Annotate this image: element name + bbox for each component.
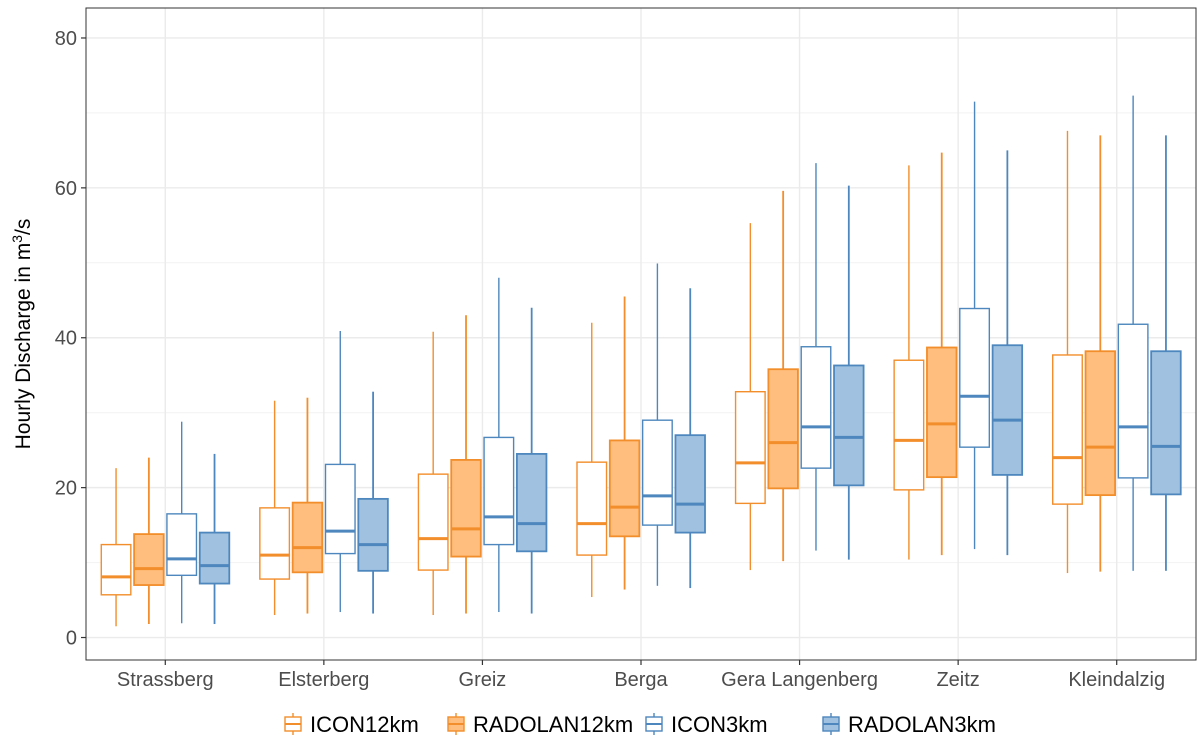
y-tick-label: 60: [55, 178, 77, 200]
icon3km-box: [800, 346, 832, 469]
radolan12km-box: [291, 501, 324, 574]
icon3km-box: [324, 463, 356, 555]
x-tick-label: Gera Langenberg: [721, 669, 878, 691]
legend-label: ICON12km: [310, 712, 419, 737]
x-tick-label: Zeitz: [936, 669, 979, 691]
radolan3km-box: [357, 497, 389, 572]
radolan12km-box: [767, 368, 799, 490]
radolan3km-box: [515, 453, 548, 553]
icon3km-box: [959, 307, 991, 448]
y-axis-label-prefix: Hourly Discharge in: [12, 260, 35, 449]
radolan12km-box: [450, 459, 482, 558]
radolan12km-box: [133, 533, 165, 586]
radolan3km-box: [198, 531, 231, 585]
icon12km-box: [576, 461, 608, 556]
x-tick-label: Greiz: [459, 669, 507, 691]
icon12km-box: [1052, 354, 1083, 505]
x-tick-label: Strassberg: [117, 669, 214, 691]
radolan12km-box: [926, 346, 958, 479]
radolan3km-box: [674, 434, 706, 534]
box-group-kleindalzig: [1052, 95, 1182, 574]
y-axis: 0 20 40 60 80: [55, 28, 86, 650]
y-tick-label: 0: [66, 628, 77, 650]
box-group-elsterberg: [259, 331, 389, 616]
legend-key-icon12km: [284, 713, 302, 735]
y-tick-label: 20: [55, 478, 77, 500]
icon3km-box: [1117, 323, 1149, 479]
legend-key-icon3km: [645, 713, 663, 735]
y-axis-label-sup: 3: [9, 235, 25, 243]
y-axis-label-suffix: /s: [12, 219, 35, 235]
icon12km-box: [417, 473, 449, 571]
legend-key-radolan12km: [447, 713, 465, 735]
box-group-berga: [576, 263, 706, 598]
icon12km-box: [259, 507, 291, 580]
radolan12km-box: [1084, 350, 1116, 497]
x-tick-label: Berga: [614, 669, 668, 691]
icon3km-box: [483, 436, 515, 546]
radolan3km-box: [833, 364, 865, 487]
legend-label: ICON3km: [671, 712, 768, 737]
box-group-greiz: [417, 277, 548, 616]
legend: ICON12km RADOLAN12km ICON3km RADOLAN3km: [284, 712, 996, 737]
icon3km-box: [641, 419, 673, 526]
grid-lines: [86, 8, 1196, 660]
radolan12km-box: [608, 439, 641, 538]
legend-label: RADOLAN12km: [473, 712, 633, 737]
legend-key-radolan3km: [822, 713, 840, 735]
icon12km-box: [734, 391, 766, 505]
y-axis-label: Hourly Discharge in m3/s: [9, 219, 35, 450]
legend-label: RADOLAN3km: [848, 712, 996, 737]
y-tick-label: 40: [55, 328, 77, 350]
x-axis: Strassberg Elsterberg Greiz Berga Gera Lange…: [117, 660, 1165, 691]
box-group-gera-langenberg: [734, 163, 865, 571]
x-tick-label: Elsterberg: [278, 669, 369, 691]
icon12km-box: [893, 359, 925, 491]
box-group-zeitz: [893, 101, 1024, 560]
x-tick-label: Kleindalzig: [1068, 669, 1165, 691]
y-tick-label: 80: [55, 28, 77, 50]
y-axis-label-unit: m: [12, 243, 35, 261]
radolan3km-box: [991, 344, 1024, 476]
box-groups: [100, 95, 1182, 627]
box-group-strassberg: [100, 421, 231, 627]
radolan3km-box: [1150, 350, 1182, 496]
icon12km-box: [100, 543, 132, 596]
icon3km-box: [166, 513, 198, 577]
